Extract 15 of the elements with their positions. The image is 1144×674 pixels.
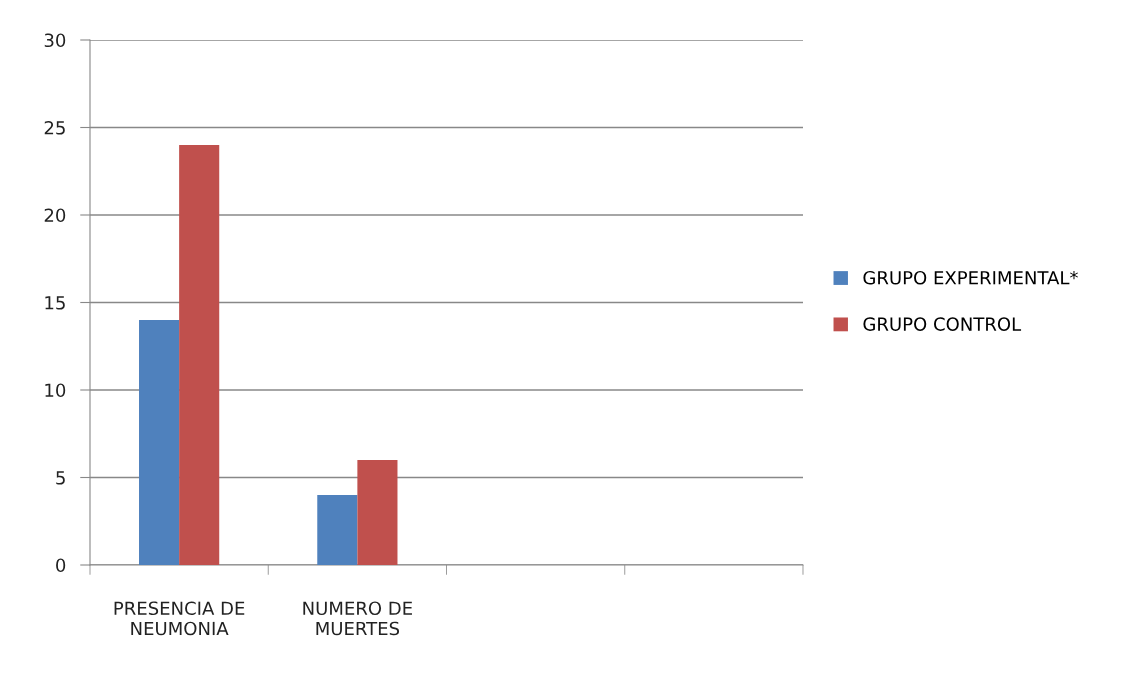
bar — [357, 460, 398, 565]
legend-label: GRUPO EXPERIMENTAL* — [863, 270, 1078, 285]
y-tick-label: 10 — [45, 383, 66, 398]
y-tick-label: 30 — [44, 33, 66, 48]
bar — [139, 320, 180, 565]
y-tick-label: 0 — [56, 558, 66, 573]
x-tick-label: PRESENCIA DE NEUMONIA — [114, 601, 245, 636]
legend-label: GRUPO CONTROL — [863, 317, 1022, 331]
y-tick-label: 5 — [56, 471, 65, 485]
bar — [317, 495, 358, 565]
bar — [179, 145, 220, 565]
y-tick-label: 25 — [44, 120, 65, 135]
x-tick-label: NUMERO DE MUERTES — [303, 601, 412, 636]
y-tick-label: 15 — [45, 296, 65, 310]
y-tick-label: 20 — [44, 208, 66, 223]
